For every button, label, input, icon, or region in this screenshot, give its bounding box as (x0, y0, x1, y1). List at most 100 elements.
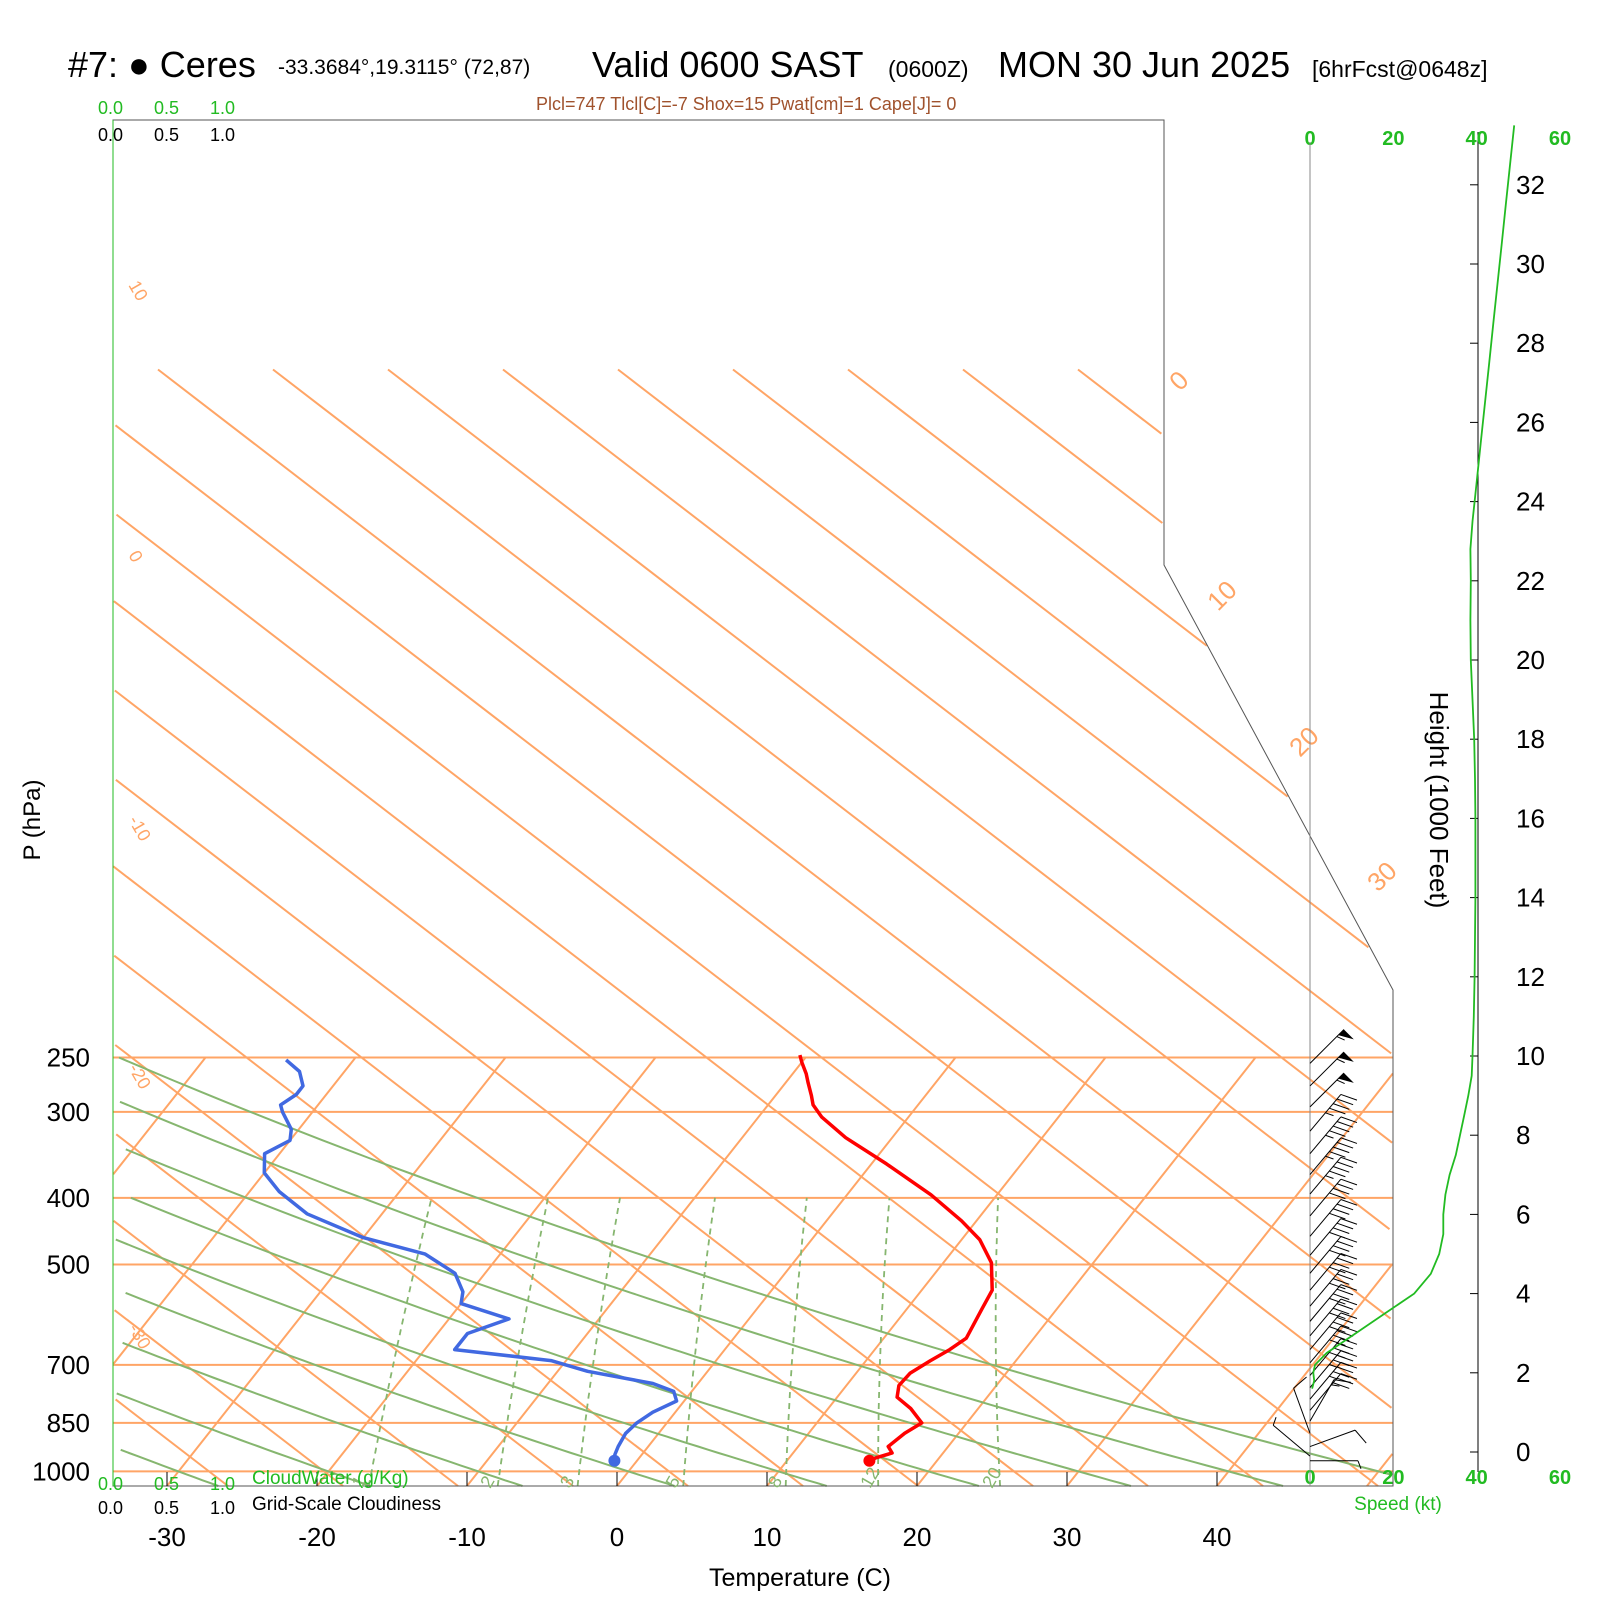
barb-staff (1309, 1298, 1342, 1337)
isotherm-label: 10 (125, 277, 152, 304)
dry-adiabat-line (130, 1196, 980, 1487)
isotherm-label: 0 (125, 547, 147, 566)
barb-flag (1336, 1141, 1354, 1149)
barb-flag (1332, 1382, 1350, 1389)
wind-barb (1309, 1156, 1358, 1195)
isotherm-line (112, 1056, 207, 1175)
barb-flag (1332, 1371, 1350, 1378)
mixing-ratio-label: 20 (978, 1464, 1005, 1491)
height-tick-label: 12 (1516, 962, 1545, 992)
wind-barb (1272, 1417, 1311, 1457)
barb-flag (1340, 1325, 1358, 1333)
height-axis-label: Height (1000 Feet) (1424, 692, 1454, 909)
wind-barb (1309, 1325, 1358, 1364)
barb-flag (1340, 1268, 1358, 1276)
temperature-tick-label: 30 (1053, 1522, 1082, 1552)
barb-flag (1332, 1321, 1350, 1329)
cloudwater-tick: 1.0 (210, 1474, 235, 1494)
barb-flag (1332, 1103, 1350, 1110)
barb-half-flag (1325, 1155, 1334, 1160)
barb-staff (1309, 1218, 1342, 1256)
barb-flag (1340, 1252, 1358, 1260)
cloudiness-label: Grid-Scale Cloudiness (252, 1494, 441, 1515)
barb-flag (1332, 1307, 1350, 1315)
valid-time: Valid 0600 SAST (592, 44, 864, 85)
adiabat-diagonal-line (113, 600, 1264, 1487)
wind-barb (1309, 1268, 1358, 1307)
cloudwater-tick: 0.0 (98, 1474, 123, 1494)
speed-profile (1311, 125, 1516, 1389)
barb-flag (1340, 1236, 1358, 1243)
barb-flag (1336, 1330, 1354, 1337)
barb-staff (1309, 1350, 1342, 1388)
mixing-ratio-line (576, 1197, 621, 1487)
barb-staff (1309, 1338, 1342, 1376)
dry-adiabat-line (115, 1238, 827, 1487)
wind-barb (1309, 1379, 1351, 1422)
barb-staff (1309, 1178, 1342, 1217)
mixing-ratio-label: 12 (856, 1464, 883, 1491)
cloudwater-tick: 0.5 (154, 1474, 179, 1494)
speed-tick-bottom: 60 (1549, 1467, 1571, 1489)
surface-dewpoint-marker (608, 1454, 621, 1467)
barb-flag (1340, 1298, 1358, 1306)
wind-barb (1309, 1051, 1354, 1087)
zulu-time: (0600Z) (888, 56, 969, 82)
barb-flag (1340, 1350, 1358, 1357)
height-tick-label: 2 (1516, 1358, 1530, 1388)
adiabat-diagonal-line (962, 368, 1163, 524)
barb-flag (1340, 1178, 1358, 1186)
barb-flag (1340, 1218, 1358, 1225)
height-tick-label: 4 (1516, 1279, 1530, 1309)
wind-barb (1309, 1429, 1367, 1448)
adiabat-diagonal-line (115, 513, 1379, 1487)
dry-adiabat-line (122, 1341, 523, 1487)
pressure-tick-label: 400 (47, 1183, 90, 1213)
height-tick-label: 0 (1516, 1437, 1530, 1467)
mixing-ratio-line (682, 1197, 716, 1487)
barb-flag (1332, 1187, 1350, 1195)
adiabat-diagonal-line (113, 954, 804, 1487)
pressure-tick-label: 700 (47, 1350, 90, 1380)
pressure-tick-label: 850 (47, 1408, 90, 1438)
barb-flag (1329, 1266, 1346, 1274)
height-tick-label: 24 (1516, 487, 1545, 517)
barb-pennant (1338, 1072, 1354, 1083)
barb-staff (1309, 1269, 1342, 1307)
isotherm-label: -30 (125, 1320, 155, 1353)
barb-flag (1336, 1222, 1354, 1230)
height-tick-label: 26 (1516, 407, 1545, 437)
barb-pennant (1338, 1029, 1354, 1040)
isotherm-label: 20 (1283, 721, 1325, 763)
adiabat-diagonal-line (732, 368, 1289, 798)
wind-barb (1309, 1252, 1358, 1291)
wind-barb (1309, 1199, 1358, 1237)
isotherm-line (112, 1056, 357, 1365)
barb-flag (1340, 1137, 1358, 1144)
dry-adiabat-line (125, 1291, 675, 1487)
temperature-line (798, 1054, 994, 1463)
speed-tick-top: 40 (1466, 128, 1488, 150)
wind-barbs (1272, 142, 1367, 1486)
barb-flag (1332, 1125, 1350, 1133)
barb-flag (1340, 1312, 1358, 1320)
plot-frame (112, 119, 1394, 1487)
background-lines (112, 368, 1394, 1487)
barb-half-flag (1325, 1134, 1334, 1139)
barb-flag (1336, 1240, 1354, 1248)
barb-staff (1309, 1284, 1342, 1322)
speed-tick-top: 0 (1304, 128, 1315, 150)
adiabat-diagonal-line (387, 368, 1393, 1144)
speed-line (1311, 125, 1516, 1389)
speed-tick-top: 60 (1549, 128, 1571, 150)
height-tick-label: 22 (1516, 566, 1545, 596)
dry-adiabat-line (116, 1392, 371, 1487)
cloudwater-tick: 1.0 (210, 98, 235, 118)
speed-tick-top: 20 (1382, 128, 1404, 150)
height-tick-label: 8 (1516, 1120, 1530, 1150)
adiabat-diagonal-line (115, 1133, 574, 1487)
adiabat-diagonal-line (272, 368, 1391, 1230)
sounding-profiles (262, 1054, 994, 1467)
wind-barb (1309, 1072, 1354, 1108)
